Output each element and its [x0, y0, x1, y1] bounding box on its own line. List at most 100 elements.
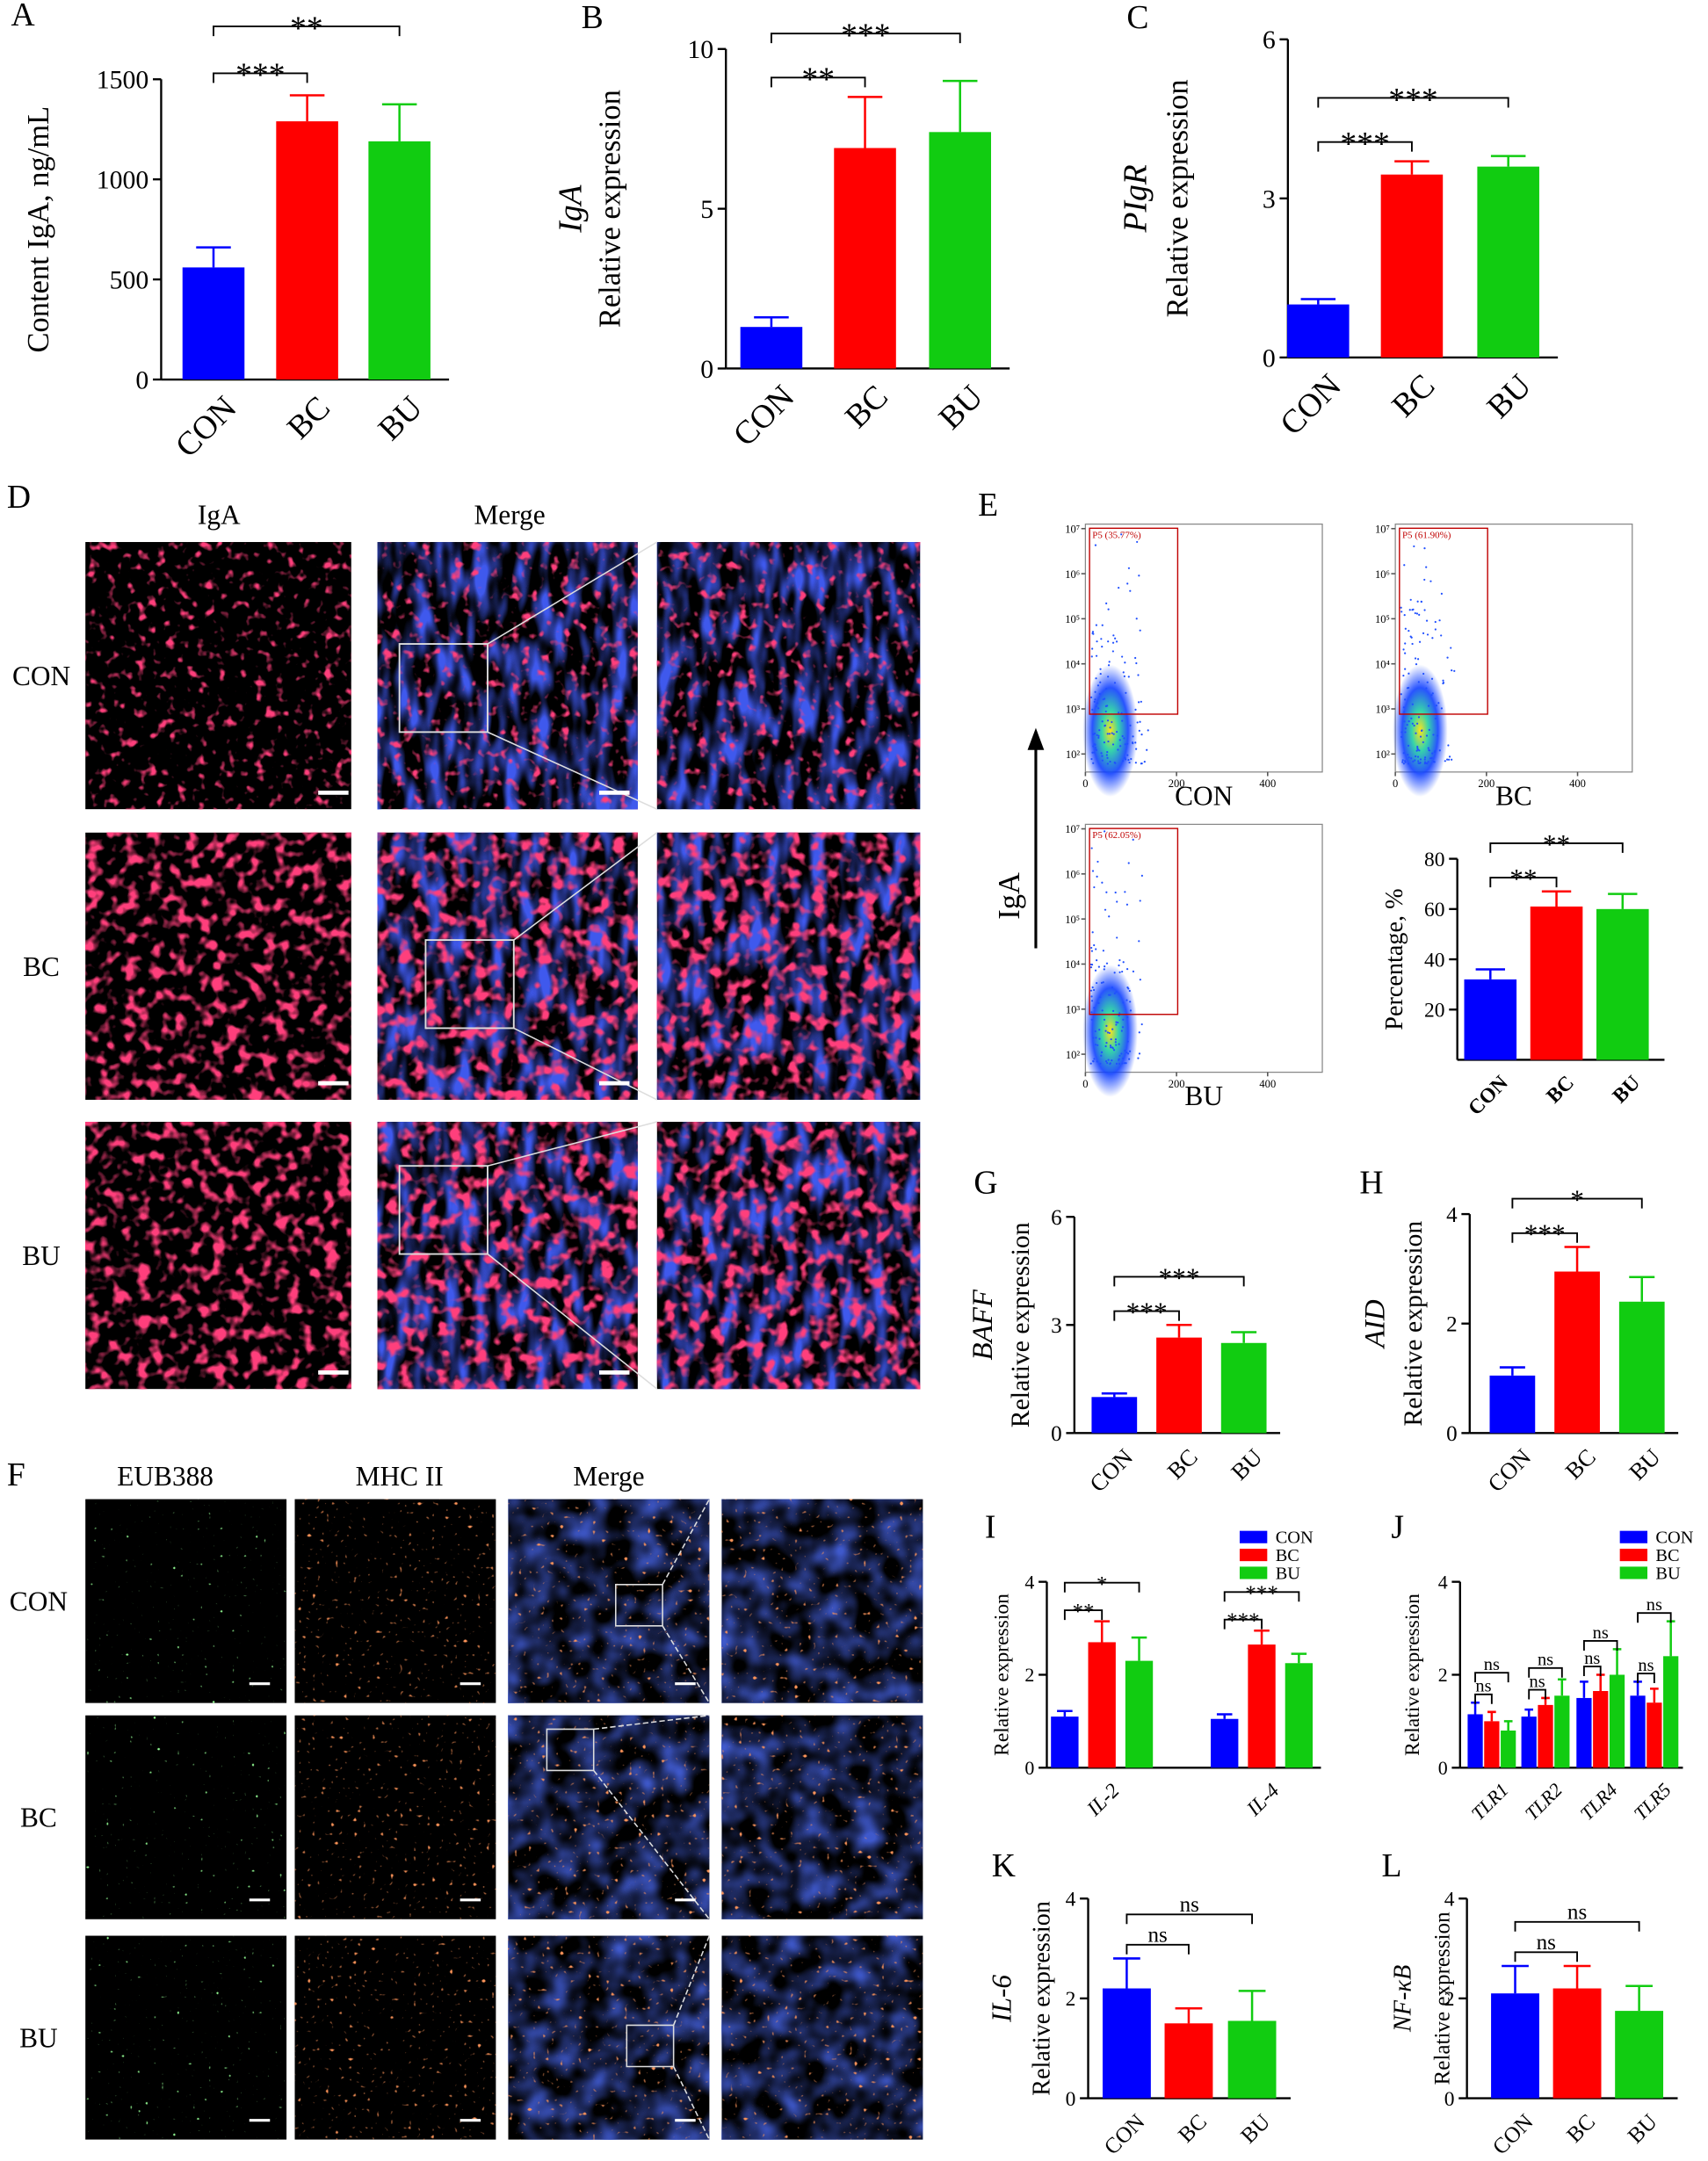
x-tick-label: 0 [1082, 777, 1088, 790]
significance-bracket [1514, 1920, 1640, 1932]
significance-bracket [1474, 1672, 1509, 1683]
event-dot [1446, 758, 1449, 761]
event-dot [1095, 705, 1097, 708]
event-dot [1403, 711, 1406, 713]
bar [1538, 1704, 1553, 1768]
zoom-line [487, 1121, 658, 1167]
event-dot [1091, 751, 1094, 754]
bar [1091, 1397, 1138, 1434]
significance-bracket [1514, 1951, 1579, 1962]
error-bar [1596, 1673, 1605, 1691]
y-axis-label: Relative expression [1399, 1221, 1428, 1427]
micrograph-texture [508, 1499, 710, 1703]
y-tick-label: 1500 [97, 66, 149, 95]
y-tick-label: 20 [1424, 999, 1445, 1022]
event-dot [1404, 731, 1407, 734]
y-tick-label: 10⁶ [1065, 869, 1080, 881]
event-dot [1105, 754, 1108, 756]
event-dot [1418, 613, 1421, 616]
event-dot [1147, 729, 1149, 732]
chart-panel: 0 2 4 J Relative expression TLR1 TLR2 TLR4 TLR5 C… [1391, 1508, 1693, 1824]
event-dot [1101, 645, 1104, 648]
event-dot [1412, 760, 1415, 762]
significance-label: *** [1340, 126, 1389, 163]
x-tick-label: CON [1084, 1443, 1138, 1497]
y-tick-label: 10³ [1066, 1003, 1081, 1015]
arrow-head [1027, 727, 1045, 750]
y-tick-label: 4 [1024, 1571, 1034, 1593]
event-dot [1117, 748, 1119, 751]
event-dot [1401, 759, 1404, 762]
y-tick-label: 6 [1263, 25, 1276, 54]
error-bar [754, 316, 789, 328]
chart-panel: 20 40 60 80 Percentage, % CON BC BU **** [1381, 829, 1665, 1120]
significance-label: ns [1537, 1931, 1556, 1955]
event-dot [1095, 654, 1098, 657]
x-tick-label: BU [1624, 1443, 1665, 1485]
significance-bracket [770, 76, 866, 88]
micrograph-texture [85, 1935, 287, 2140]
event-dot [1404, 668, 1407, 670]
event-dot [1097, 1001, 1100, 1004]
bar [1576, 1697, 1592, 1768]
error-bar [1524, 1708, 1534, 1717]
bar [1227, 2020, 1277, 2099]
x-tick-label: 0 [1393, 777, 1398, 790]
event-dot [1416, 748, 1420, 751]
micrograph-texture [508, 1715, 710, 1919]
error-bar [1503, 1720, 1513, 1731]
bar [1609, 1674, 1625, 1768]
x-tick-label: BC [838, 378, 895, 435]
event-dot [1127, 987, 1130, 990]
event-dot [1130, 757, 1133, 761]
significance-bracket [1637, 1612, 1672, 1623]
event-dot [1407, 762, 1410, 765]
event-dot [1094, 1030, 1096, 1033]
panel-letter: E [978, 487, 998, 524]
event-dot [1415, 612, 1419, 615]
event-dot [1097, 707, 1100, 710]
event-dot [1102, 950, 1104, 952]
event-dot [1451, 758, 1453, 761]
event-dot [1095, 748, 1098, 752]
event-dot [1113, 972, 1116, 974]
event-dot [1438, 619, 1441, 622]
x-tick-label: BC [1562, 2110, 1600, 2148]
event-dot [1138, 940, 1140, 943]
gate [1089, 527, 1179, 715]
event-dot [1411, 642, 1414, 646]
x-tick-label: BU [931, 378, 990, 437]
event-dot [1127, 1052, 1130, 1055]
event-dot [1136, 540, 1139, 544]
significance-label: ns [1475, 1677, 1491, 1696]
error-bar [1557, 1678, 1567, 1696]
bar [1615, 2011, 1664, 2099]
x-tick-label: 200 [1169, 777, 1185, 790]
error-bar [1094, 1620, 1110, 1643]
event-dot [1400, 693, 1402, 696]
event-dot [1126, 1040, 1129, 1043]
event-dot [1105, 962, 1109, 965]
x-tick-label: CON [1488, 2110, 1538, 2160]
event-dot [1425, 734, 1429, 737]
panel-letter: H [1359, 1165, 1383, 1202]
zoom-box [398, 1165, 489, 1255]
column-header: EUB388 [117, 1461, 214, 1492]
y-axis-label: Relative expression [1006, 1222, 1035, 1427]
event-dot [1139, 979, 1141, 981]
bar [1285, 1663, 1314, 1768]
event-dot [1140, 1023, 1143, 1026]
event-dot [1134, 708, 1137, 712]
event-dot [1093, 1058, 1096, 1060]
gate-label: P5 (61.90%) [1402, 530, 1451, 540]
event-dot [1108, 915, 1111, 918]
y-tick-label: 10⁷ [1065, 523, 1080, 535]
event-dot [1114, 1041, 1117, 1044]
significance-label: *** [1227, 1609, 1260, 1633]
y-tick-label: 0 [1446, 1422, 1458, 1446]
event-dot [1120, 1030, 1123, 1032]
event-dot [1409, 635, 1412, 638]
bar [276, 121, 338, 380]
error-bar [1490, 155, 1526, 167]
